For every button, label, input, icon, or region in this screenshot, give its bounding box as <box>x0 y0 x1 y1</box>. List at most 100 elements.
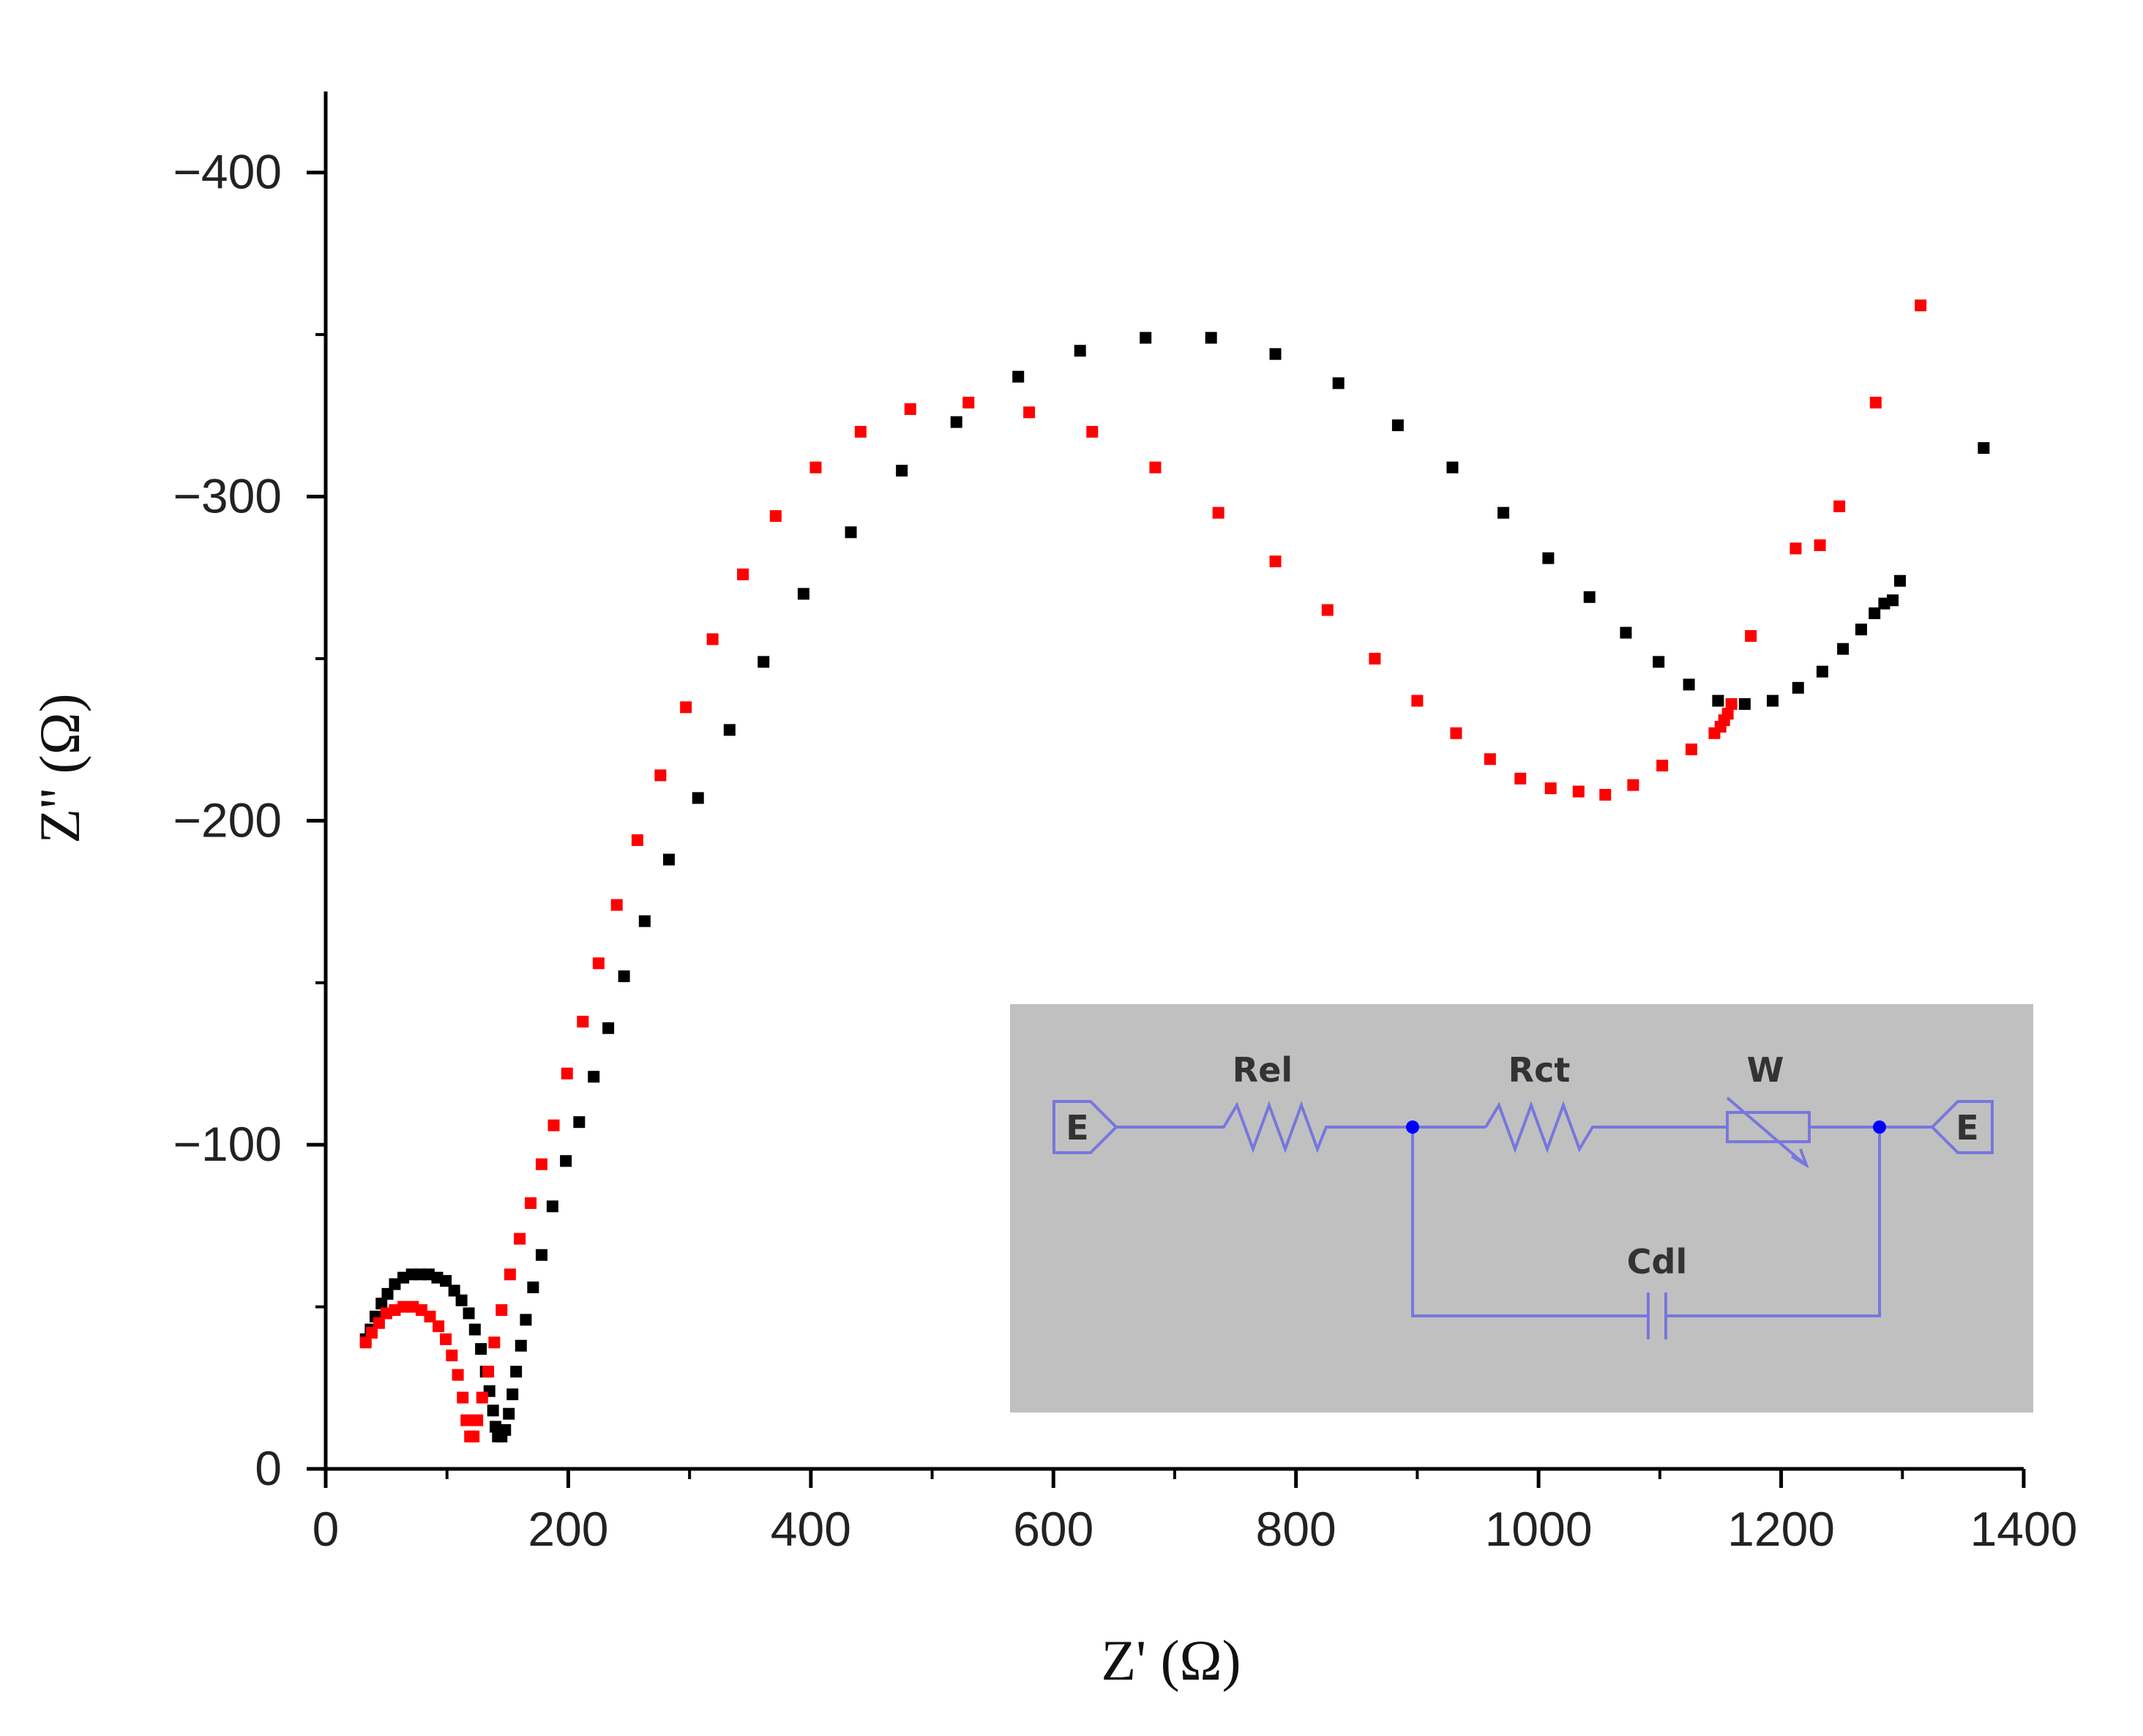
data-point <box>1140 332 1152 344</box>
data-point <box>1450 727 1462 739</box>
warburg-arrow <box>1726 1096 1806 1165</box>
data-point <box>514 1232 526 1245</box>
data-point <box>1321 604 1334 616</box>
cdl-label: Cdl <box>1627 1242 1687 1282</box>
data-point <box>1855 624 1867 636</box>
left-terminal-shape <box>1052 1100 1118 1154</box>
data-point <box>962 397 975 409</box>
data-point <box>1074 345 1086 357</box>
data-point <box>1869 607 1881 619</box>
data-point <box>1837 643 1850 655</box>
right-terminal-label: E <box>1956 1108 1978 1148</box>
data-point <box>809 461 822 474</box>
data-point <box>527 1282 539 1294</box>
data-point <box>1656 760 1669 772</box>
data-point <box>610 899 623 911</box>
left-terminal-label: E <box>1066 1108 1088 1148</box>
y-axis-label: Z'' (Ω) <box>28 693 91 843</box>
data-point <box>1814 539 1826 551</box>
data-point <box>504 1268 516 1281</box>
y-tick-label: −300 <box>173 469 282 523</box>
rct-resistor-zigzag <box>1484 1101 1727 1153</box>
parallel-branch-wire <box>1666 1127 1881 1317</box>
data-point <box>1653 656 1665 668</box>
data-point <box>457 1391 469 1404</box>
series-2 <box>359 299 1927 1443</box>
data-point <box>1915 299 1927 312</box>
data-point <box>476 1391 488 1404</box>
data-point <box>797 588 809 600</box>
x-tick-label: 400 <box>771 1502 851 1556</box>
data-point <box>475 1343 487 1355</box>
data-point <box>896 465 908 477</box>
data-point <box>950 416 962 428</box>
circuit-node <box>1873 1120 1886 1134</box>
data-point <box>1149 461 1162 474</box>
data-point <box>547 1119 560 1131</box>
data-point <box>482 1366 495 1378</box>
data-point <box>1212 506 1224 519</box>
right-terminal-shape <box>1930 1100 1994 1154</box>
data-point <box>381 1287 394 1300</box>
data-point <box>468 1323 481 1336</box>
data-point <box>602 1022 615 1034</box>
data-point <box>463 1307 475 1320</box>
data-point <box>631 834 643 846</box>
data-point <box>758 656 770 668</box>
data-point <box>1792 681 1804 694</box>
data-point <box>1086 425 1099 438</box>
data-point <box>397 1301 410 1313</box>
data-point <box>1789 542 1802 555</box>
data-point <box>1978 442 1990 454</box>
x-tick-label: 1000 <box>1485 1502 1593 1556</box>
data-point <box>1542 552 1555 564</box>
data-point <box>359 1336 372 1349</box>
rct-label: Rct <box>1508 1050 1571 1090</box>
data-point <box>506 1388 519 1401</box>
data-point <box>1391 419 1404 432</box>
data-point <box>845 526 857 539</box>
data-point <box>1544 782 1557 795</box>
data-point <box>769 510 782 523</box>
data-point <box>1484 753 1496 766</box>
data-point <box>503 1407 515 1420</box>
rel-label: Rel <box>1233 1050 1293 1090</box>
data-point <box>487 1404 499 1417</box>
data-point <box>904 403 916 415</box>
data-point <box>468 1430 480 1443</box>
x-tick-label: 0 <box>313 1502 340 1556</box>
data-point <box>1369 652 1381 665</box>
data-point <box>577 1015 589 1028</box>
data-point <box>375 1298 388 1310</box>
x-axis-ticks: 0 200 400 600 800 1000 1200 1400 <box>313 1469 2077 1556</box>
data-point <box>1572 785 1585 798</box>
data-point <box>448 1284 460 1297</box>
data-point <box>561 1067 573 1080</box>
data-point <box>1887 594 1899 607</box>
x-tick-label: 1200 <box>1727 1502 1835 1556</box>
warburg-arrowhead <box>1790 1148 1809 1169</box>
data-point <box>588 1071 600 1083</box>
data-point <box>1893 575 1906 587</box>
data-point <box>723 724 736 736</box>
inset-background <box>1010 1004 2033 1413</box>
data-point <box>1725 697 1738 710</box>
y-tick-label: −100 <box>173 1117 282 1171</box>
data-point <box>1269 555 1282 568</box>
parallel-branch-wire <box>1411 1127 1648 1317</box>
y-tick-label: 0 <box>255 1441 282 1495</box>
data-point <box>1620 626 1632 639</box>
data-point <box>1023 406 1036 419</box>
data-point <box>638 915 651 927</box>
data-point <box>546 1200 558 1213</box>
data-point <box>573 1116 586 1129</box>
data-point <box>680 701 692 714</box>
data-point <box>525 1197 537 1209</box>
data-point <box>499 1423 512 1436</box>
data-point <box>510 1366 523 1378</box>
data-point <box>560 1155 572 1167</box>
data-point <box>490 1421 501 1433</box>
circuit-node <box>1406 1120 1419 1134</box>
data-point <box>471 1414 484 1426</box>
data-point <box>692 792 704 804</box>
